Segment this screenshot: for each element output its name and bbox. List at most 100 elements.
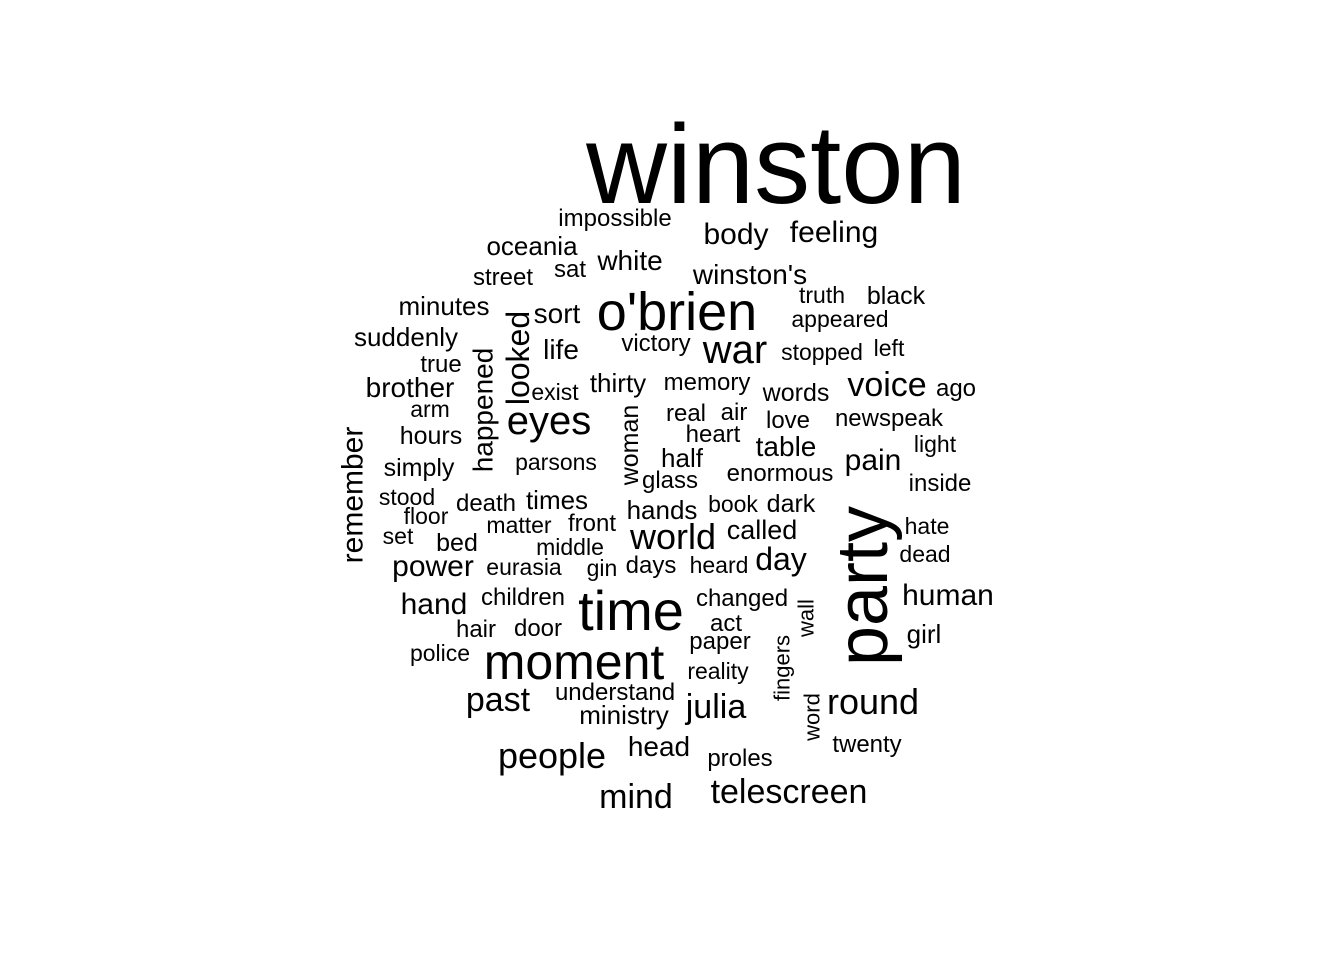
word-parsons: parsons bbox=[515, 449, 597, 475]
word-death: death bbox=[456, 490, 516, 517]
word-hands: hands bbox=[627, 495, 698, 525]
word-stood: stood bbox=[379, 484, 435, 510]
word-pain: pain bbox=[845, 444, 902, 477]
word-white: white bbox=[596, 245, 662, 276]
word-street: street bbox=[473, 264, 533, 291]
word-half: half bbox=[661, 443, 704, 473]
word-moment: moment bbox=[484, 634, 665, 690]
word-victory: victory bbox=[621, 330, 690, 357]
word-simply: simply bbox=[384, 454, 455, 482]
word-minutes: minutes bbox=[398, 291, 489, 321]
word-front: front bbox=[568, 510, 616, 537]
word-door: door bbox=[514, 615, 562, 642]
word-mind: mind bbox=[599, 778, 673, 816]
word-glass: glass bbox=[642, 467, 698, 494]
word-called: called bbox=[727, 515, 798, 545]
word-dead: dead bbox=[899, 541, 950, 567]
word-happened: happened bbox=[468, 348, 499, 473]
word-wall: wall bbox=[794, 599, 819, 638]
word-truth: truth bbox=[799, 282, 845, 308]
word-hair: hair bbox=[456, 616, 496, 643]
word-reality: reality bbox=[687, 658, 749, 684]
word-twenty: twenty bbox=[832, 731, 901, 758]
word-gin: gin bbox=[587, 555, 618, 581]
word-word: word bbox=[800, 693, 825, 742]
word-stopped: stopped bbox=[781, 339, 863, 365]
word-children: children bbox=[481, 584, 565, 611]
word-dark: dark bbox=[767, 490, 816, 518]
word-war: war bbox=[702, 328, 767, 372]
word-memory: memory bbox=[664, 369, 751, 396]
word-appeared: appeared bbox=[791, 306, 888, 332]
word-human: human bbox=[902, 579, 994, 612]
word-bed: bed bbox=[436, 529, 478, 557]
word-body: body bbox=[703, 218, 768, 251]
word-table: table bbox=[756, 431, 817, 462]
word-understand: understand bbox=[555, 679, 675, 706]
word-eyes: eyes bbox=[507, 399, 592, 443]
word-time: time bbox=[578, 579, 684, 642]
word-woman: woman bbox=[616, 405, 644, 487]
word-people: people bbox=[498, 735, 606, 776]
word-power: power bbox=[392, 550, 474, 583]
word-winston-s: winston's bbox=[692, 259, 807, 290]
word-brother: brother bbox=[366, 372, 455, 403]
word-eurasia: eurasia bbox=[486, 554, 562, 580]
word-air: air bbox=[721, 399, 748, 426]
word-thirty: thirty bbox=[590, 368, 646, 398]
word-suddenly: suddenly bbox=[354, 322, 458, 352]
word-past: past bbox=[466, 681, 531, 719]
word-hand: hand bbox=[401, 588, 468, 621]
word-paper: paper bbox=[689, 628, 750, 655]
word-floor: floor bbox=[404, 503, 449, 529]
word-head: head bbox=[628, 731, 690, 762]
word-middle: middle bbox=[536, 534, 604, 560]
word-world: world bbox=[629, 516, 716, 557]
word-winston: winston bbox=[585, 102, 966, 227]
word-real: real bbox=[666, 400, 706, 427]
word-o-brien: o'brien bbox=[597, 282, 757, 342]
word-girl: girl bbox=[907, 619, 942, 649]
word-heart: heart bbox=[686, 421, 741, 448]
word-ministry: ministry bbox=[579, 700, 669, 730]
word-heard: heard bbox=[690, 552, 749, 578]
word-impossible: impossible bbox=[558, 205, 671, 232]
word-day: day bbox=[755, 541, 807, 577]
word-julia: julia bbox=[685, 688, 747, 726]
word-life: life bbox=[543, 334, 579, 365]
word-act: act bbox=[710, 610, 742, 637]
word-newspeak: newspeak bbox=[835, 405, 944, 432]
word-black: black bbox=[867, 282, 926, 310]
word-police: police bbox=[410, 640, 470, 666]
word-inside: inside bbox=[909, 470, 972, 497]
word-round: round bbox=[827, 681, 919, 722]
word-oceania: oceania bbox=[486, 231, 578, 261]
word-words: words bbox=[762, 379, 830, 407]
word-light: light bbox=[914, 431, 957, 457]
word-looked: looked bbox=[500, 311, 536, 405]
word-ago: ago bbox=[936, 375, 976, 402]
word-hours: hours bbox=[400, 422, 463, 450]
word-sort: sort bbox=[534, 298, 581, 329]
word-set: set bbox=[383, 523, 414, 549]
word-love: love bbox=[766, 407, 810, 434]
word-left: left bbox=[874, 335, 905, 361]
word-fingers: fingers bbox=[770, 635, 795, 701]
word-remember: remember bbox=[337, 427, 370, 564]
word-changed: changed bbox=[696, 585, 788, 612]
word-feeling: feeling bbox=[790, 216, 878, 249]
word-days: days bbox=[626, 552, 677, 579]
word-matter: matter bbox=[486, 512, 552, 538]
word-party: party bbox=[823, 506, 903, 666]
word-true: true bbox=[420, 351, 461, 378]
word-arm: arm bbox=[410, 396, 450, 422]
word-telescreen: telescreen bbox=[711, 773, 868, 811]
word-voice: voice bbox=[847, 366, 926, 404]
word-enormous: enormous bbox=[727, 460, 834, 487]
word-proles: proles bbox=[707, 745, 772, 772]
word-hate: hate bbox=[905, 513, 950, 539]
word-exist: exist bbox=[531, 379, 579, 405]
word-sat: sat bbox=[554, 256, 586, 283]
word-book: book bbox=[708, 491, 758, 517]
